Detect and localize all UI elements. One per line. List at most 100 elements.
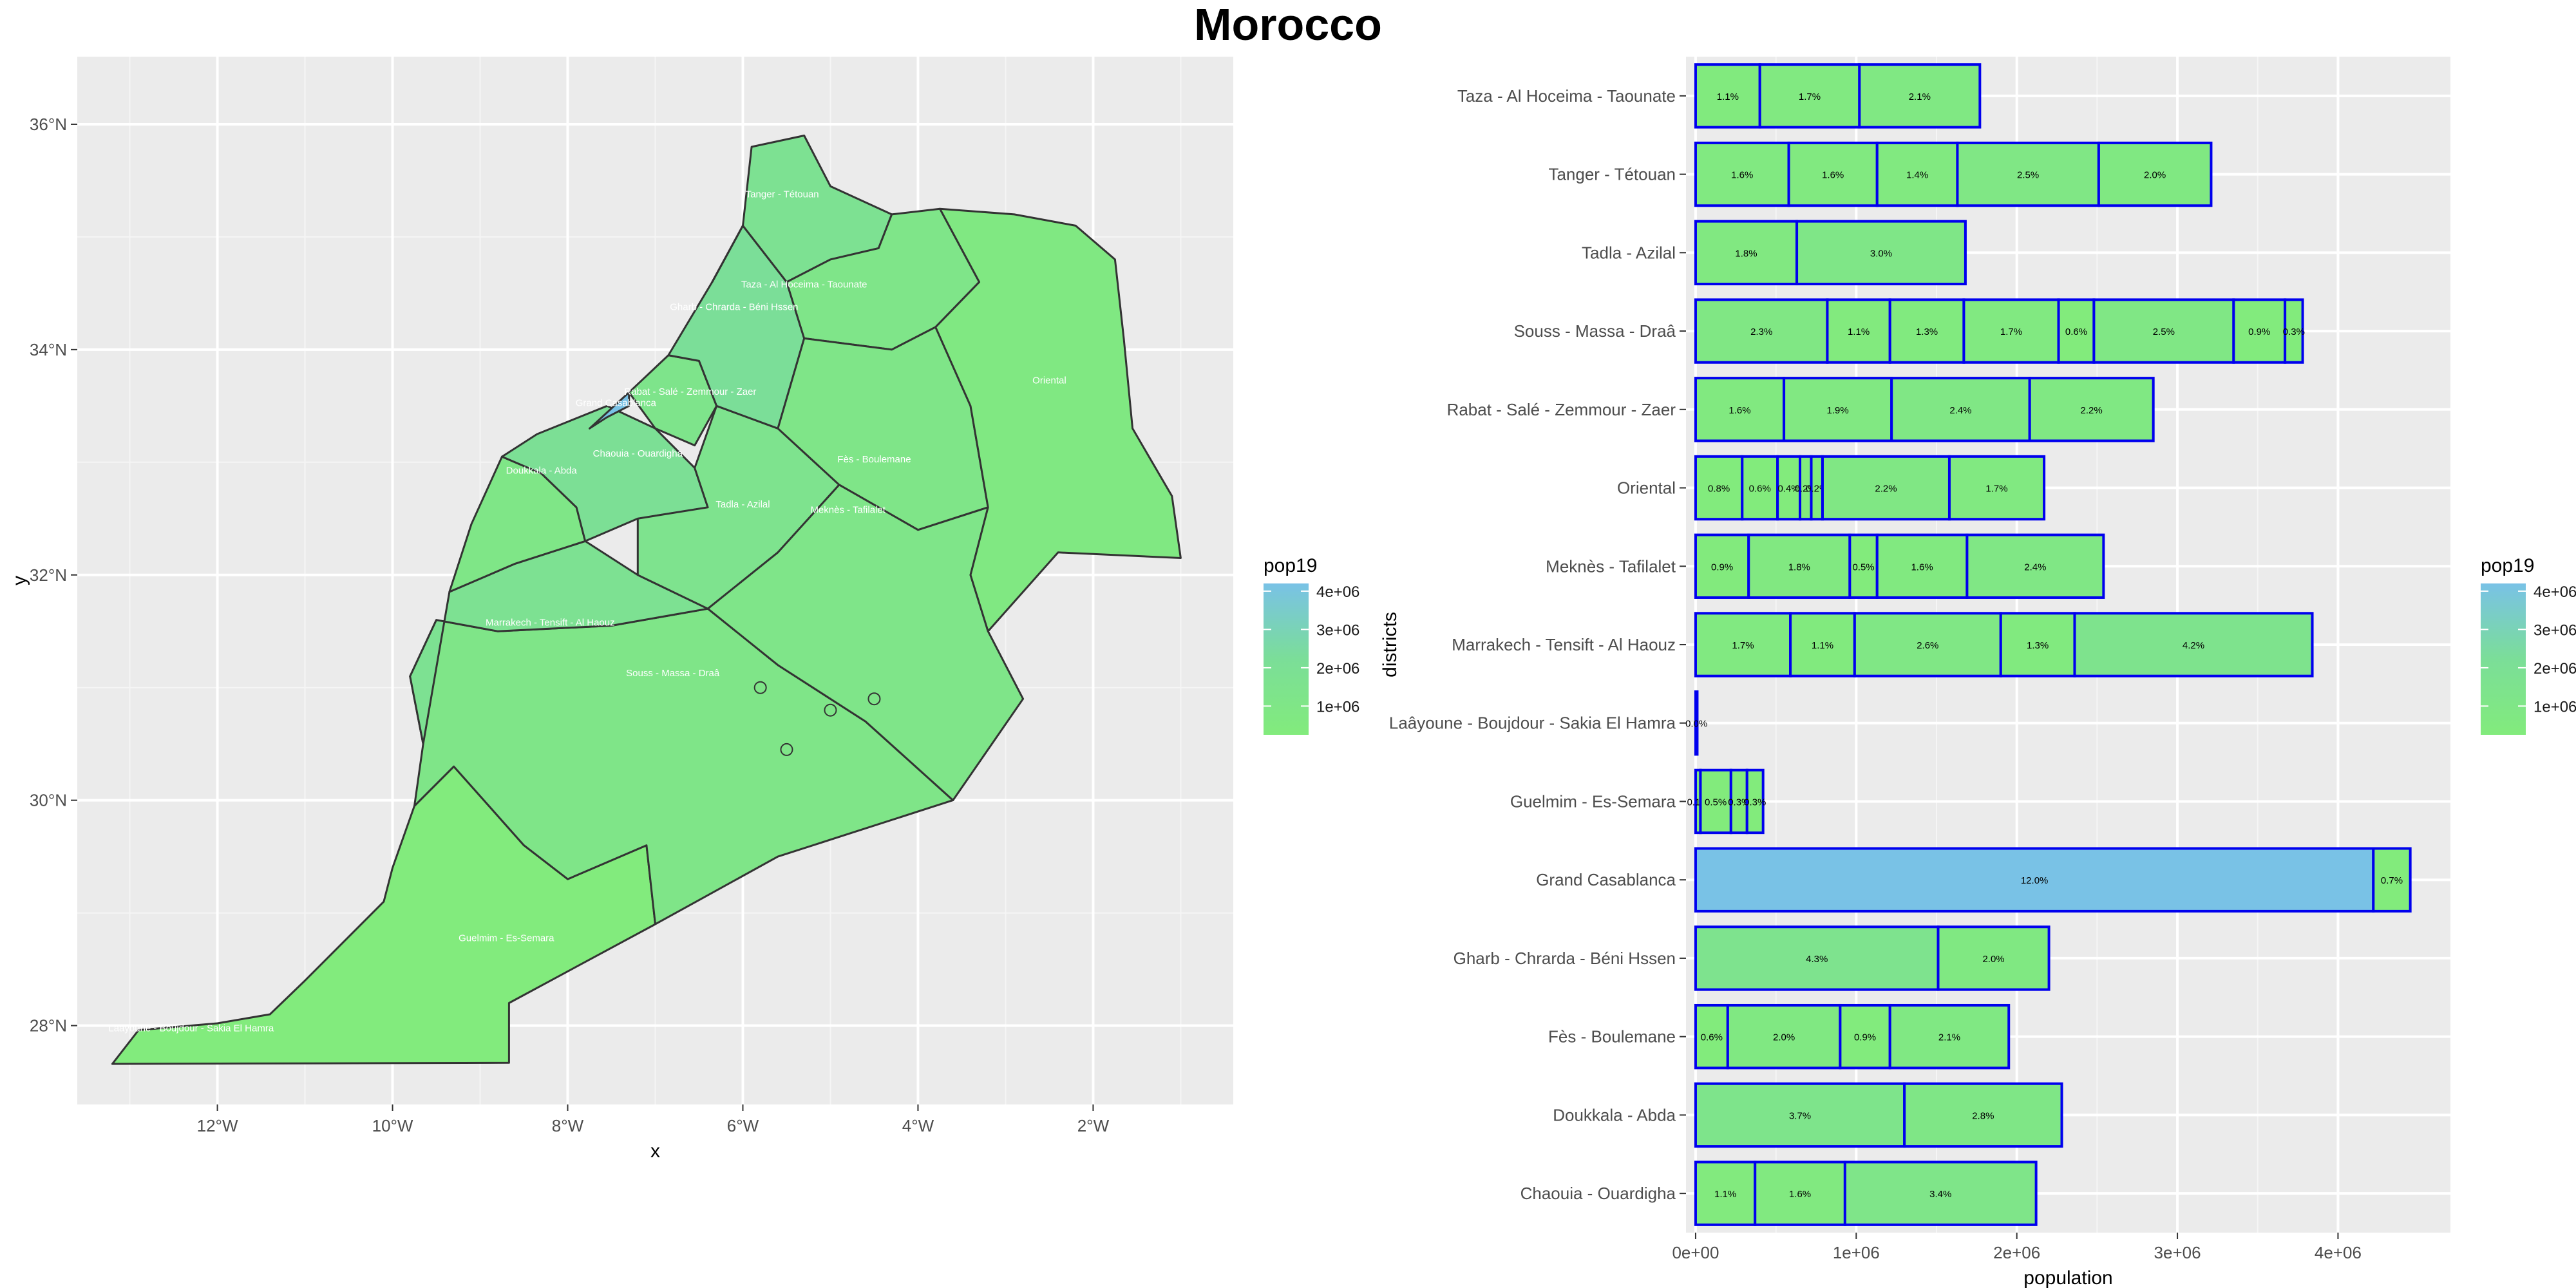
x-tick-label: 6°W [727,1116,759,1135]
bar-value-label: 1.1% [1848,327,1870,337]
bar-value-label: 3.7% [1789,1110,1811,1121]
bar-segment [1694,220,1799,286]
region-label: Fès - Boulemane [837,454,911,465]
y-tick-label: Taza - Al Hoceima - Taounate [1457,86,1676,106]
bar-segment [1858,63,1982,129]
y-tick-label: Meknès - Tafilalet [1546,556,1676,576]
enclave-outline [867,692,881,706]
region-label: Doukkala - Abda [506,465,578,476]
bar-segment [1888,1003,2011,1070]
bar-value-label: 1.9% [1827,405,1849,416]
bar-value-label: 0.5% [1705,797,1727,808]
x-tick-label: 12°W [197,1116,238,1135]
map-x-axis-title: x [650,1141,660,1162]
bar-value-label: 1.7% [2000,327,2022,337]
bar-value-label: 0.6% [1749,484,1771,495]
y-tick-label: Oriental [1617,478,1676,498]
x-tick-label: 4e+06 [2315,1243,2362,1262]
bar-value-label: 0.5% [1852,562,1874,573]
bar-legend: pop19 4e+06 3e+06 2e+06 1e+06 [2481,555,2576,735]
region-polygon [934,207,1182,632]
bar-y-axis-title: districts [1379,612,1401,677]
bar-value-label: 1.3% [2027,640,2049,651]
y-tick-label: Laâyoune - Boujdour - Sakia El Hamra [1389,714,1676,733]
y-tick-label: Doukkala - Abda [1553,1105,1676,1124]
bar-value-label: 2.1% [1938,1032,1960,1043]
y-tick-label: Souss - Massa - Draâ [1514,321,1676,341]
bar-segment [1965,533,2105,599]
bar-x-axis-title: population [2023,1267,2112,1288]
bar-value-label: 1.7% [1732,640,1754,651]
bar-value-label: 0.8% [1708,484,1730,495]
bar-segment [1843,1160,2038,1226]
bar-segment [1694,533,1750,599]
legend-colorbar [2481,583,2526,735]
bar-segment [1694,455,1744,521]
bar-value-label: 1.8% [1788,562,1810,573]
bar-segment [1694,1082,1906,1148]
y-tick-label: Marrakech - Tensift - Al Haouz [1452,635,1676,654]
bar-value-label: 1.3% [1916,327,1938,337]
bar-value-label: 1.1% [1717,91,1739,102]
enclave-outline [780,743,793,756]
region-polygon [589,391,630,430]
bar-value-label: 0.9% [1854,1032,1876,1043]
bar-segment [2092,298,2235,364]
y-tick-label: 28°N [30,1016,67,1036]
bar-segment [1694,377,1786,442]
bar-value-label: 0.6% [2065,327,2087,337]
bar-value-label: 0.4% [1777,484,1799,495]
bar-value-label: 2.5% [2153,327,2175,337]
bar-value-label: 2.0% [1773,1032,1795,1043]
bar-value-label: 2.2% [2081,405,2103,416]
bar-segment [1699,768,1732,835]
bar-value-label: 1.6% [1789,1189,1811,1200]
bar-segment [1826,298,1891,364]
x-tick-label: 2e+06 [1993,1243,2040,1262]
bar-value-label: 2.0% [2144,170,2166,181]
y-tick-label: Guelmim - Es-Semara [1510,791,1676,811]
y-tick-label: Tanger - Tétouan [1548,165,1676,184]
legend-label: 2e+06 [2533,660,2576,677]
x-tick-label: 1e+06 [1833,1243,1880,1262]
bar-segment [2097,141,2213,207]
bar-segment [1789,612,1856,677]
bar-value-label: 0.6% [1701,1032,1723,1043]
y-tick-label: Grand Casablanca [1536,870,1676,889]
bar-segment [2028,377,2155,442]
bar-value-label: 2.5% [2017,170,2039,181]
bar-segment [1962,298,2060,364]
bar-value-label: 2.3% [1750,327,1772,337]
x-tick-label: 4°W [902,1116,934,1135]
bar-segment [2057,298,2096,364]
y-tick-label: 32°N [30,565,67,585]
bar-segment [1787,141,1879,207]
bar-segment [1694,63,1761,129]
enclave-outline [824,703,837,717]
y-tick-label: Chaouia - Ouardigha [1520,1184,1676,1203]
bar-segment [1956,141,2100,207]
bar-value-label: 4.3% [1806,954,1828,965]
bar-segment [1758,63,1861,129]
region-label: Tanger - Tétouan [746,189,819,200]
bar-value-label: 0.9% [1711,562,1733,573]
map-y-axis-title: y [9,576,30,585]
bar-value-label: 0.7% [2381,875,2403,886]
region-label: Grand Casablanca [576,397,657,408]
y-tick-label: 34°N [30,340,67,359]
legend-colorbar [1264,583,1309,735]
y-tick-label: Tadla - Azilal [1582,243,1676,262]
y-tick-label: Fès - Boulemane [1548,1027,1676,1046]
bar-segment [2073,612,2314,677]
bar-value-label: 0.9% [2248,327,2270,337]
bar-value-label: 1.7% [1985,484,2007,495]
bar-value-label: 2.1% [1909,91,1931,102]
legend-title: pop19 [1264,555,1317,576]
bar-value-label: 2.6% [1917,640,1938,651]
bar-value-label: 0.3% [1728,797,1750,808]
bar-segment [1776,455,1802,521]
bar-segment [1694,141,1790,207]
legend-label: 2e+06 [1316,660,1359,677]
bar-value-label: 1.6% [1822,170,1844,181]
